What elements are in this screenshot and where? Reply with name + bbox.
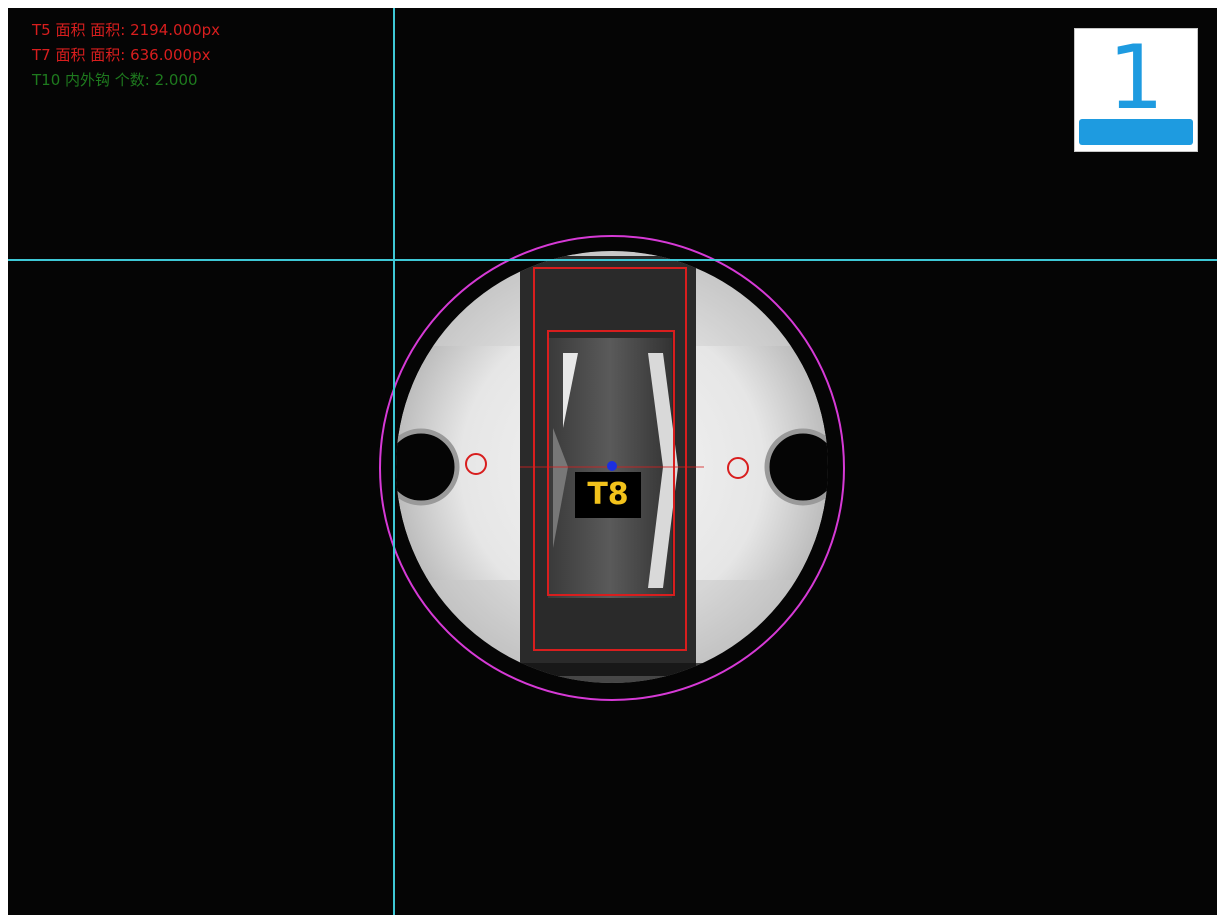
- stat-line-t10: T10 内外钩 个数: 2.000: [32, 71, 198, 89]
- inspection-scene: [379, 235, 845, 701]
- hook-marker-right[interactable]: [727, 457, 749, 479]
- roi-rect-outer[interactable]: [533, 267, 687, 651]
- center-point: [607, 461, 617, 471]
- camera-badge-bar: [1079, 119, 1193, 145]
- crosshair-horizontal: [8, 259, 1217, 261]
- roi-rect-inner[interactable]: [547, 330, 675, 596]
- stat-line-t7: T7 面积 面积: 636.000px: [32, 46, 211, 64]
- outer-circle[interactable]: [379, 235, 845, 701]
- tool-label-t8[interactable]: T8: [575, 472, 641, 518]
- stat-line-t5: T5 面积 面积: 2194.000px: [32, 21, 221, 39]
- camera-number: 1: [1108, 26, 1164, 129]
- hook-marker-left[interactable]: [465, 453, 487, 475]
- crosshair-vertical: [393, 8, 395, 915]
- overlay-stats: T5 面积 面积: 2194.000px T7 面积 面积: 636.000px…: [32, 18, 220, 93]
- camera-viewport[interactable]: T5 面积 面积: 2194.000px T7 面积 面积: 636.000px…: [8, 8, 1217, 915]
- camera-number-badge[interactable]: 1: [1074, 26, 1198, 152]
